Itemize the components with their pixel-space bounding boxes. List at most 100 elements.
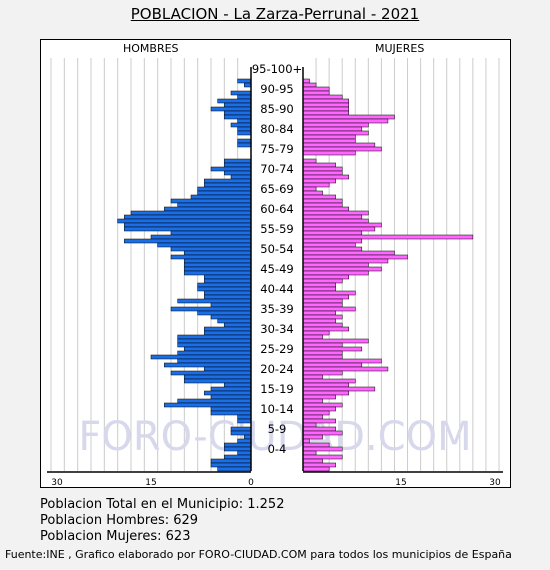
bar-women bbox=[302, 150, 356, 156]
age-group-label: 60-64 bbox=[260, 202, 293, 216]
bar-men bbox=[210, 394, 252, 400]
bar-women bbox=[302, 410, 330, 416]
age-group-label: 80-84 bbox=[260, 122, 293, 136]
chart-panel: HOMBRES MUJERES FORO-CIUDAD.COM 95-100+ 90… bbox=[40, 39, 511, 488]
bar-women bbox=[302, 106, 349, 112]
bar-men bbox=[204, 182, 252, 188]
bar-women bbox=[302, 246, 363, 252]
bar-women bbox=[302, 334, 323, 340]
bar-men bbox=[204, 294, 252, 300]
x-tick-label: 15 bbox=[395, 478, 406, 487]
bar-men bbox=[230, 174, 252, 180]
bar-women bbox=[302, 162, 336, 168]
bar-men bbox=[230, 122, 252, 128]
bar-men bbox=[237, 118, 252, 124]
bar-men bbox=[210, 302, 252, 308]
bar-women bbox=[302, 294, 349, 300]
bar-men bbox=[204, 390, 252, 396]
bar-men bbox=[184, 378, 252, 384]
age-group-label: 40-44 bbox=[260, 282, 293, 296]
bar-women bbox=[302, 178, 336, 184]
bar-men bbox=[177, 358, 252, 364]
bar-men bbox=[204, 366, 252, 372]
bar-men bbox=[177, 334, 252, 340]
bar-women bbox=[302, 90, 330, 96]
bar-women bbox=[302, 338, 369, 344]
bar-women bbox=[302, 86, 330, 92]
bar-men bbox=[217, 318, 252, 324]
bar-men bbox=[130, 210, 252, 216]
bar-men bbox=[230, 430, 252, 436]
bar-men bbox=[237, 414, 252, 420]
bar-women bbox=[302, 274, 349, 280]
bar-men bbox=[210, 458, 252, 464]
age-group-label: 65-69 bbox=[260, 182, 293, 196]
age-group-label: 55-59 bbox=[260, 222, 293, 236]
bar-men bbox=[224, 454, 252, 460]
bar-women bbox=[302, 158, 317, 164]
bar-women bbox=[302, 322, 343, 328]
total-population: Poblacion Total en el Municipio: 1.252 bbox=[40, 497, 285, 512]
bar-men bbox=[197, 282, 252, 288]
bar-men bbox=[204, 330, 252, 336]
bar-women bbox=[302, 366, 389, 372]
bar-women bbox=[302, 414, 323, 420]
bar-women bbox=[302, 290, 356, 296]
bar-women bbox=[302, 466, 330, 472]
bar-men bbox=[210, 410, 252, 416]
bar-men bbox=[204, 290, 252, 296]
bar-men bbox=[244, 82, 252, 88]
bar-men bbox=[190, 194, 252, 200]
age-group-label: 75-79 bbox=[260, 142, 293, 156]
bar-men bbox=[124, 214, 252, 220]
bar-women bbox=[302, 98, 349, 104]
age-group-label: 30-34 bbox=[260, 322, 293, 336]
bar-women bbox=[302, 426, 336, 432]
age-group-label: 5-9 bbox=[268, 422, 287, 436]
bar-women bbox=[302, 238, 363, 244]
bar-women bbox=[302, 182, 330, 188]
bar-women bbox=[302, 374, 323, 380]
bar-men bbox=[210, 314, 252, 320]
bar-men bbox=[210, 462, 252, 468]
bar-men bbox=[237, 138, 252, 144]
bar-women bbox=[302, 218, 369, 224]
bar-women bbox=[302, 114, 395, 120]
bar-men bbox=[237, 94, 252, 100]
bar-men bbox=[224, 158, 252, 164]
bar-men bbox=[184, 250, 252, 256]
bar-women bbox=[302, 306, 356, 312]
chart-title: POBLACION - La Zarza-Perrunal - 2021 bbox=[130, 5, 420, 23]
bar-men bbox=[237, 142, 252, 148]
bar-men bbox=[117, 218, 252, 224]
bar-men bbox=[237, 450, 252, 456]
bar-men bbox=[217, 466, 252, 472]
bar-women bbox=[302, 126, 363, 132]
bar-men bbox=[237, 130, 252, 136]
bar-men bbox=[197, 310, 252, 316]
source-note: Fuente:INE , Grafico elaborado por FORO-… bbox=[5, 548, 512, 561]
bar-women bbox=[302, 446, 343, 452]
bar-men bbox=[184, 262, 252, 268]
bar-women bbox=[302, 214, 363, 220]
bar-women bbox=[302, 82, 317, 88]
age-group-label: 25-29 bbox=[260, 342, 293, 356]
bar-men bbox=[170, 198, 252, 204]
bar-men bbox=[150, 354, 252, 360]
bar-women bbox=[302, 166, 343, 172]
bar-men bbox=[164, 206, 252, 212]
men-population: Poblacion Hombres: 629 bbox=[40, 513, 199, 528]
population-pyramid: FORO-CIUDAD.COM 95-100+ 90-95 85-90 80-84 75-… bbox=[47, 58, 503, 487]
bar-men bbox=[237, 438, 252, 444]
bar-women bbox=[302, 346, 363, 352]
bar-women bbox=[302, 326, 349, 332]
bar-women bbox=[302, 134, 356, 140]
age-group-label: 85-90 bbox=[260, 102, 293, 116]
bar-men bbox=[217, 98, 252, 104]
bar-women bbox=[302, 402, 343, 408]
bar-women bbox=[302, 350, 343, 356]
bar-men bbox=[224, 162, 252, 168]
bar-women bbox=[302, 390, 349, 396]
bar-women bbox=[302, 250, 395, 256]
bar-women bbox=[302, 94, 343, 100]
